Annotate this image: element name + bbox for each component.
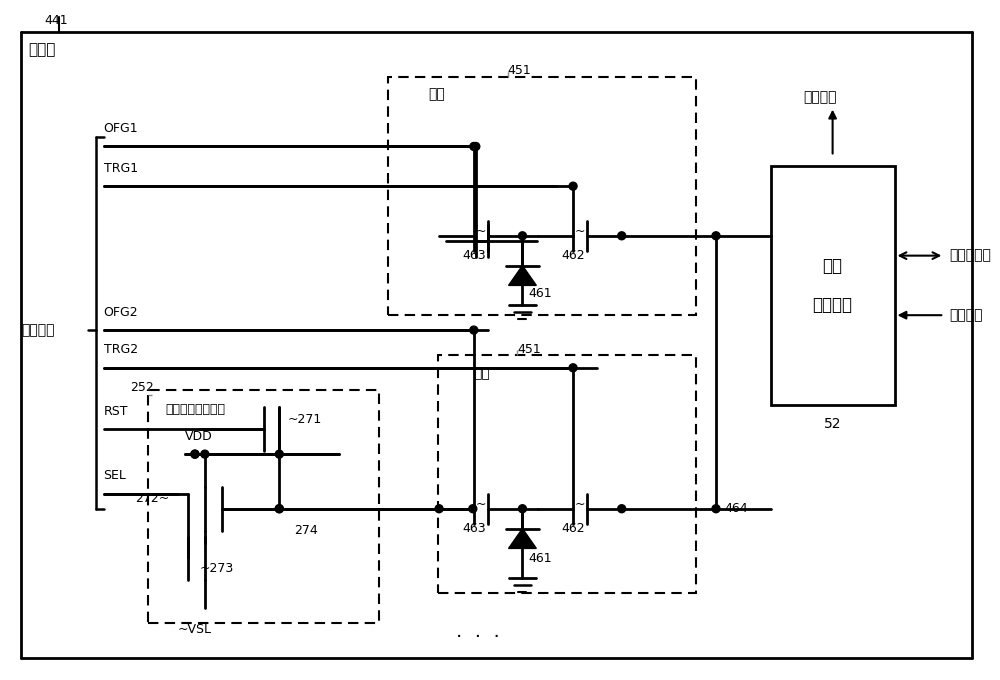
Text: 451: 451 [508,63,531,77]
Text: 461: 461 [528,287,552,300]
Circle shape [518,505,526,513]
Text: 463: 463 [462,249,486,262]
Text: 451: 451 [517,343,541,356]
Circle shape [569,364,577,372]
Text: 461: 461 [528,552,552,565]
Circle shape [191,450,199,458]
Circle shape [569,182,577,190]
Text: 462: 462 [561,249,585,262]
Circle shape [470,326,478,334]
Text: 像素块: 像素块 [28,41,56,56]
Text: 274: 274 [294,524,318,537]
Text: TRG1: TRG1 [104,162,138,175]
Circle shape [470,143,478,150]
Text: RST: RST [104,405,128,418]
Text: 52: 52 [824,418,841,431]
Text: 441: 441 [44,14,68,27]
Text: ~VSL: ~VSL [178,624,212,636]
Text: 事件: 事件 [823,256,843,275]
Circle shape [191,450,199,458]
Text: 像素: 像素 [428,87,445,101]
Text: 464: 464 [724,503,748,515]
Bar [148,390,379,623]
Text: 检测单元: 检测单元 [813,296,853,314]
Text: ~271: ~271 [287,413,321,426]
Circle shape [201,450,209,458]
Text: 462: 462 [561,522,585,535]
Text: 控制信号: 控制信号 [21,323,55,337]
Bar [388,77,696,316]
Text: 事件数据: 事件数据 [803,90,836,104]
Text: ~: ~ [575,225,586,238]
Circle shape [712,505,720,513]
Text: ·  ·  ·: · · · [456,628,500,647]
Circle shape [275,450,283,458]
Circle shape [469,505,477,513]
Polygon shape [509,266,536,286]
Text: 252: 252 [130,381,154,394]
Circle shape [518,232,526,240]
Bar [771,167,895,405]
Text: 272~: 272~ [135,492,170,505]
Text: 像素: 像素 [473,366,490,379]
Circle shape [618,505,626,513]
Circle shape [275,505,283,513]
Text: ~: ~ [476,498,486,511]
Circle shape [618,232,626,240]
Text: 剩余信号: 剩余信号 [949,308,983,322]
Text: ~: ~ [575,498,586,511]
Text: OFG1: OFG1 [104,122,138,135]
Text: TRG2: TRG2 [104,343,138,356]
Text: ~: ~ [476,225,486,238]
Polygon shape [509,528,536,549]
Text: VDD: VDD [185,430,213,443]
Circle shape [275,505,283,513]
Text: ~273: ~273 [200,562,234,575]
Text: 请求、响应: 请求、响应 [949,249,991,262]
Text: 463: 463 [462,522,486,535]
Bar [438,355,696,593]
Circle shape [435,505,443,513]
Text: OFG2: OFG2 [104,306,138,319]
Text: 像素信号生成单元: 像素信号生成单元 [165,403,225,416]
Text: SEL: SEL [104,469,126,483]
Circle shape [472,143,480,150]
Circle shape [712,232,720,240]
